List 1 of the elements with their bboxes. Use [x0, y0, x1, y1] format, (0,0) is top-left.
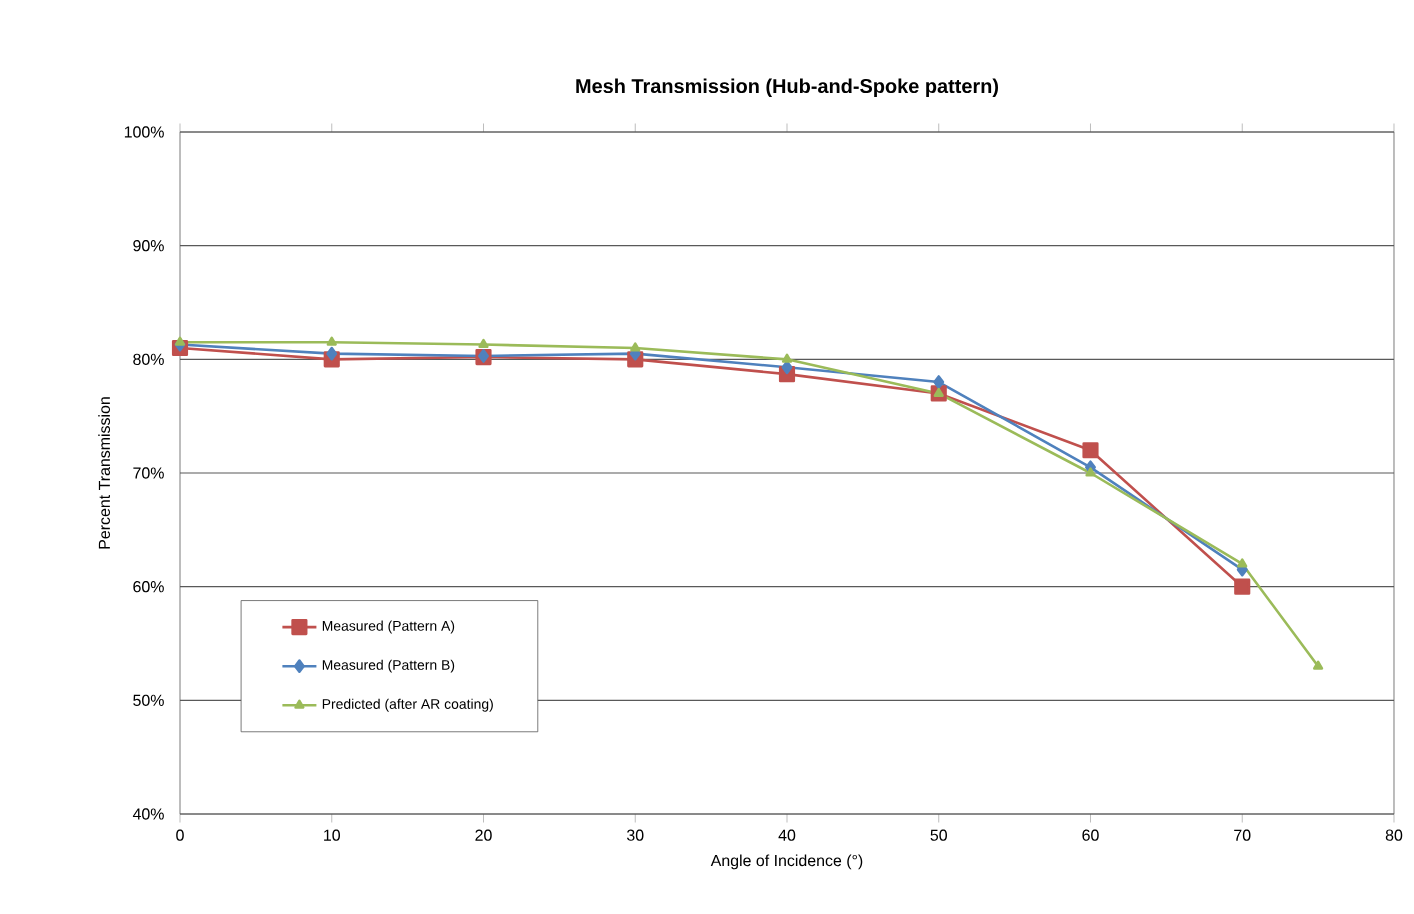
chart-title: Mesh Transmission (Hub-and-Spoke pattern) — [576, 78, 999, 97]
